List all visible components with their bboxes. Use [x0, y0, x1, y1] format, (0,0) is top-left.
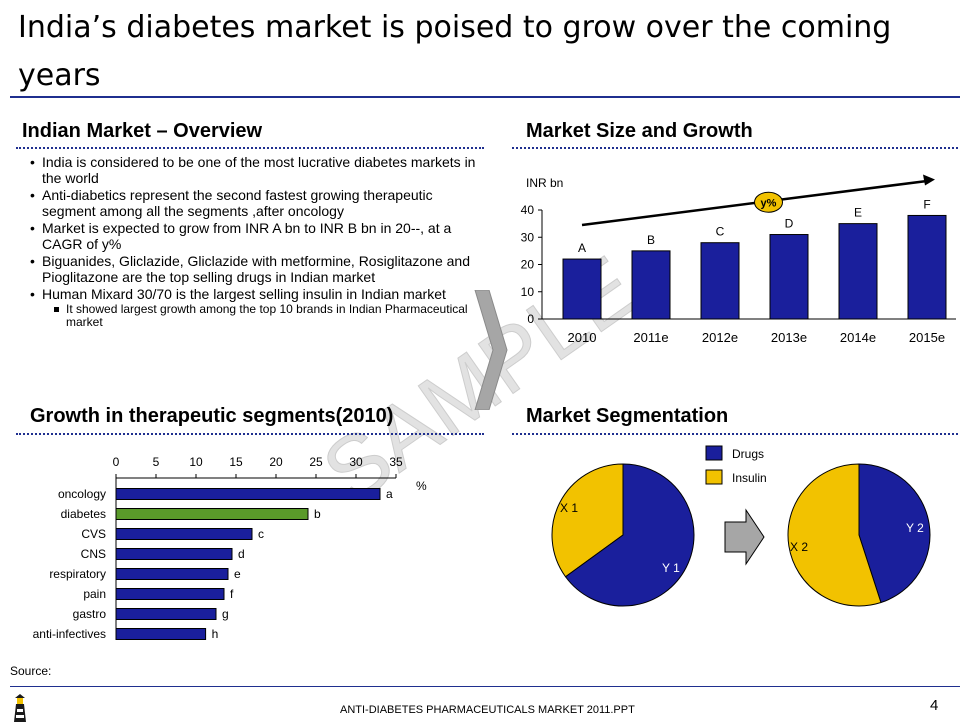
category-label: respiratory: [49, 567, 106, 581]
bar-data-label: f: [230, 587, 234, 601]
slide-title: India’s diabetes market is poised to gro…: [18, 10, 892, 93]
pie-slice: [564, 463, 695, 607]
category-label: anti-infectives: [33, 627, 106, 641]
bar: [700, 242, 740, 320]
bar: [769, 234, 809, 320]
bullet-item: Biguanides, Gliclazide, Gliclazide with …: [28, 253, 478, 285]
bar-data-label: F: [923, 197, 930, 211]
footer-filename: ANTI-DIABETES PHARMACEUTICALS MARKET 201…: [340, 704, 635, 716]
category-label: CNS: [81, 547, 106, 561]
page-number: 4: [930, 697, 939, 714]
title-rule: [10, 96, 960, 98]
footer-rule: [10, 686, 960, 687]
market-size-chart: INR bn 0 10 20 30 40 A 2010 B 2011e C 2012e D 2013e E 2…: [521, 174, 956, 345]
x-tick-label: 5: [153, 455, 160, 469]
bar: [631, 250, 671, 320]
y-tick-label: 10: [521, 285, 535, 299]
x-tick-label: 20: [269, 455, 283, 469]
bar: [907, 214, 947, 320]
bar-data-label: A: [578, 241, 586, 255]
category-label: gastro: [73, 607, 107, 621]
bar: [115, 548, 233, 560]
x-tick-label: 30: [349, 455, 363, 469]
growth-badge-label: y%: [761, 197, 777, 209]
y-tick-label: 30: [521, 230, 535, 244]
overview-heading: Indian Market – Overview: [22, 120, 263, 142]
overview-rule: [16, 147, 484, 149]
segmentation-heading: Market Segmentation: [526, 405, 729, 427]
source-note: Source:: [10, 664, 52, 678]
bar-data-label: d: [238, 547, 245, 561]
bar-data-label: E: [854, 206, 862, 220]
pie-slice-label: X 1: [560, 501, 578, 515]
bar-data-label: b: [314, 507, 321, 521]
bar-data-label: B: [647, 233, 655, 247]
x-tick-label: 25: [309, 455, 323, 469]
category-label: pain: [83, 587, 106, 601]
legend-swatch: [705, 469, 723, 485]
bar: [115, 628, 207, 640]
x-tick-label: 2015e: [909, 330, 945, 345]
x-tick-label: 2010: [568, 330, 597, 345]
bar: [115, 488, 381, 500]
pie-slice-label: X 2: [790, 540, 808, 554]
bar: [115, 508, 309, 520]
x-tick-label: 15: [229, 455, 243, 469]
lighthouse-logo-icon: [14, 694, 26, 722]
y-tick-label: 20: [521, 258, 535, 272]
pie-slice-label: Y 1: [662, 561, 680, 575]
growth-badge: [754, 191, 783, 213]
bar-data-label: e: [234, 567, 241, 581]
growth-arrow-head-icon: [923, 174, 935, 186]
category-label: diabetes: [61, 507, 106, 521]
bar-data-label: C: [716, 225, 725, 239]
legend-swatch: [705, 445, 723, 461]
x-tick-label: 2014e: [840, 330, 876, 345]
x-tick-label: 0: [113, 455, 120, 469]
bar: [115, 608, 217, 620]
therapeutic-heading: Growth in therapeutic segments(2010): [30, 405, 394, 427]
bar-data-label: h: [212, 627, 219, 641]
therapeutic-rule: [16, 433, 484, 435]
bar-data-label: g: [222, 607, 229, 621]
legend-label: Drugs: [732, 447, 764, 461]
market-size-rule: [512, 147, 958, 149]
bar: [562, 258, 602, 320]
bar: [838, 223, 878, 320]
chevron-divider-icon: [474, 290, 508, 410]
x-tick-label: 10: [189, 455, 203, 469]
y-tick-label: 0: [527, 312, 534, 326]
bullet-item: India is considered to be one of the mos…: [28, 154, 478, 186]
y-axis-unit: INR bn: [526, 176, 563, 190]
therapeutic-chart: 0 5 10 15 20 25 30 35% oncology a diabetes b CVS c CNS…: [33, 455, 427, 641]
bar-data-label: D: [785, 217, 794, 231]
segmentation-chart: X 1 Y 1 Y 2 X 2 Drugs Insulin: [551, 445, 931, 607]
category-label: CVS: [81, 527, 106, 541]
overview-bullets: India is considered to be one of the mos…: [28, 154, 478, 329]
market-size-heading: Market Size and Growth: [526, 120, 753, 142]
pie-slice: [787, 463, 882, 607]
pie-slice: [858, 463, 931, 604]
sub-bullet-item: It showed largest growth among the top 1…: [28, 303, 478, 329]
bar: [115, 528, 253, 540]
bar: [115, 588, 225, 600]
y-tick-label: 40: [521, 203, 535, 217]
x-axis-unit: %: [416, 479, 427, 493]
x-tick-label: 2011e: [633, 330, 668, 345]
x-tick-label: 2012e: [702, 330, 738, 345]
bar-data-label: a: [386, 487, 393, 501]
x-tick-label: 2013e: [771, 330, 807, 345]
x-tick-label: 35: [389, 455, 403, 469]
segmentation-rule: [512, 433, 958, 435]
legend-label: Insulin: [732, 471, 767, 485]
bar-data-label: c: [258, 527, 264, 541]
bullet-item: Anti-diabetics represent the second fast…: [28, 187, 478, 219]
right-arrow-icon: [724, 508, 765, 566]
bar: [115, 568, 229, 580]
pie-slice: [551, 463, 624, 578]
bullet-item: Market is expected to grow from INR A bn…: [28, 220, 478, 252]
category-label: oncology: [58, 487, 106, 501]
pie-slice-label: Y 2: [906, 521, 924, 535]
bullet-item: Human Mixard 30/70 is the largest sellin…: [28, 286, 478, 302]
